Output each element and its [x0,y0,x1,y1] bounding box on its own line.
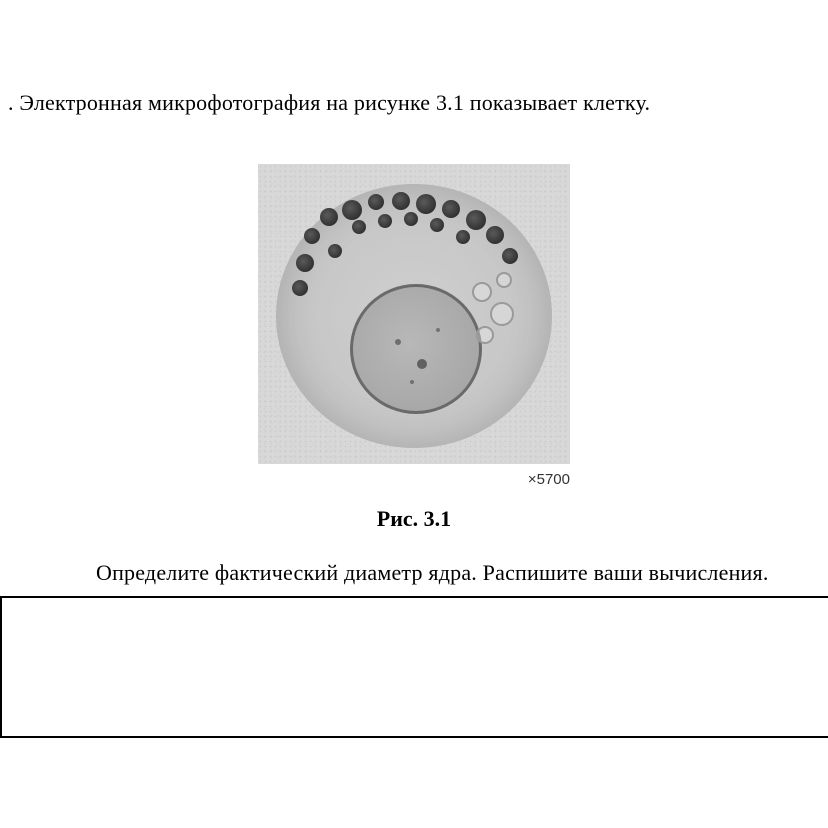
secretory-granule [352,220,366,234]
secretory-granule [368,194,384,210]
secretory-granule [456,230,470,244]
page-content: . Электронная микрофотография на рисунке… [0,0,828,738]
question-intro: . Электронная микрофотография на рисунке… [0,90,828,116]
vesicle [490,302,514,326]
secretory-granule [296,254,314,272]
secretory-granule [320,208,338,226]
secretory-granule [416,194,436,214]
secretory-granule [442,200,460,218]
secretory-granule [378,214,392,228]
vesicle [496,272,512,288]
cell-nucleus [350,284,482,414]
secretory-granule [392,192,410,210]
vesicle [476,326,494,344]
secretory-granule [430,218,444,232]
secretory-granule [328,244,342,258]
secretory-granule [404,212,418,226]
figure-container: ×5700 [0,164,828,488]
answer-workspace-box [0,596,828,738]
secretory-granule [466,210,486,230]
secretory-granule [502,248,518,264]
secretory-granule [486,226,504,244]
secretory-granule [292,280,308,296]
cell-micrograph [258,164,570,464]
secretory-granule [342,200,362,220]
secretory-granule [304,228,320,244]
task-prompt: Определите фактический диаметр ядра. Рас… [0,560,828,586]
magnification-label: ×5700 [258,471,570,488]
vesicle [472,282,492,302]
figure-caption: Рис. 3.1 [0,506,828,532]
